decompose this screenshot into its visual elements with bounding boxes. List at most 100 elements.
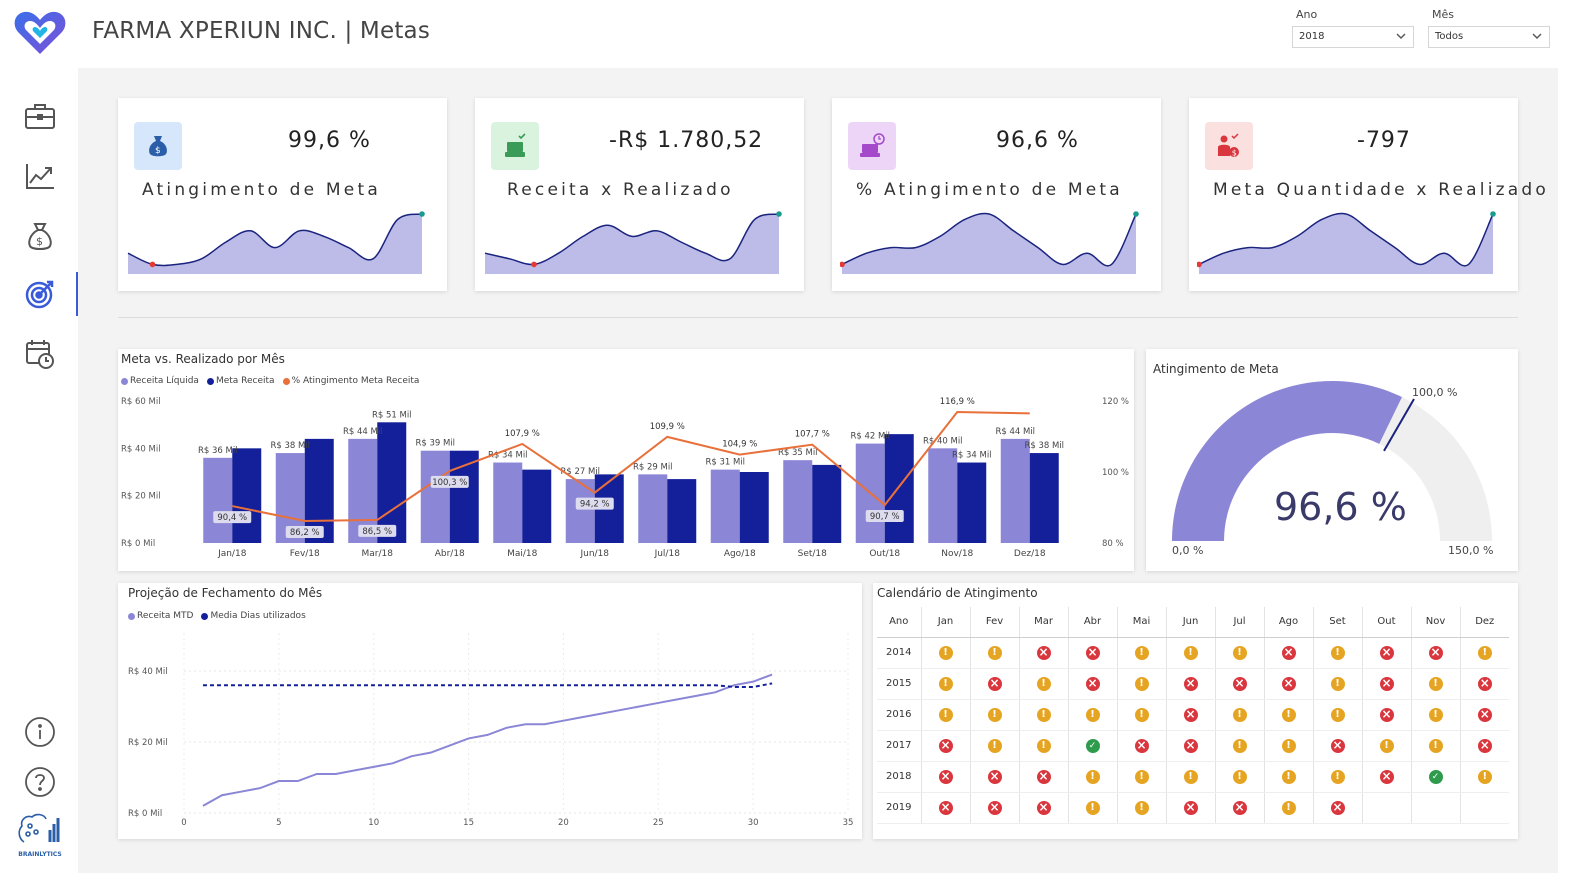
calendar-column-header: Abr xyxy=(1067,607,1117,638)
calendar-column-header: Ago xyxy=(1263,607,1313,638)
calendar-status-cell xyxy=(920,699,970,731)
warning-circle-icon xyxy=(1232,707,1247,722)
kpi-card-pct-atingimento[interactable]: 96,6 % % Atingimento de Meta xyxy=(832,98,1161,291)
calendar-column-header: Jan xyxy=(920,607,970,638)
calendar-status-cell xyxy=(1410,792,1460,824)
nav-calendar-clock[interactable] xyxy=(20,334,60,374)
cash-check-icon xyxy=(505,133,526,157)
x-circle-icon xyxy=(1085,676,1100,691)
gauge-value: 96,6 % xyxy=(1274,485,1407,529)
pct-label-bg xyxy=(358,524,397,537)
warning-circle-icon xyxy=(1281,800,1296,815)
x-axis-tick-label: Mai/18 xyxy=(507,549,538,559)
x-axis-tick-label: 35 xyxy=(843,818,854,828)
filter-ano-select[interactable]: 2018 xyxy=(1292,26,1414,48)
calendar-status-cell xyxy=(1459,730,1509,762)
filter-mes-select[interactable]: Todos xyxy=(1428,26,1550,48)
calendar-status-cell xyxy=(1116,761,1166,793)
y2-axis-tick-label: 100 % xyxy=(1102,468,1129,478)
chart-legend: Receita Líquida Meta Receita % Atingimen… xyxy=(121,376,423,386)
nav-money-bag[interactable]: $ xyxy=(20,216,60,256)
projection-card[interactable]: Projeção de Fechamento do Mês Receita MT… xyxy=(118,583,862,839)
calendar-status-cell xyxy=(920,792,970,824)
warning-circle-icon xyxy=(1232,738,1247,753)
warning-circle-icon xyxy=(1477,645,1492,660)
bar-receita xyxy=(420,450,450,543)
bar-value-label: R$ 36 Mil xyxy=(198,446,238,456)
x-axis-tick-label: Abr/18 xyxy=(435,549,465,559)
warning-circle-icon xyxy=(1330,645,1345,660)
warning-circle-icon xyxy=(1428,676,1443,691)
bar-receita xyxy=(1000,438,1030,543)
calendar-status-cell xyxy=(1459,699,1509,731)
calendar-status-cell xyxy=(1018,730,1068,762)
calendar-status-cell xyxy=(1410,730,1460,762)
bar-value-label: R$ 27 Mil xyxy=(560,467,600,477)
nav-help[interactable] xyxy=(20,762,60,802)
calendar-status-cell xyxy=(1214,637,1264,669)
warning-circle-icon xyxy=(1134,800,1149,815)
bar-value-label: R$ 44 Mil xyxy=(995,427,1035,437)
calendar-status-cell xyxy=(1067,699,1117,731)
sparkline-min-point xyxy=(149,261,156,268)
calendar-status-cell xyxy=(1067,637,1117,669)
x-axis-tick-label: Jul/18 xyxy=(654,549,681,559)
pct-value-label: 107,9 % xyxy=(505,429,540,439)
calendar-status-cell xyxy=(1263,637,1313,669)
x-circle-icon xyxy=(1183,707,1198,722)
kpi-card-atingimento[interactable]: $ 99,6 % Atingimento de Meta xyxy=(118,98,447,291)
calendar-status-cell xyxy=(1459,668,1509,700)
calendar-status-cell xyxy=(1361,668,1411,700)
calendar-status-cell xyxy=(1410,761,1460,793)
gauge-chart xyxy=(1172,380,1492,541)
bar-value-label: R$ 35 Mil xyxy=(778,448,818,458)
gauge-title: Atingimento de Meta xyxy=(1153,362,1279,376)
chart-title: Meta vs. Realizado por Mês xyxy=(121,352,285,366)
gauge-card[interactable]: Atingimento de Meta 96,6 % 100,0 % 0,0 %… xyxy=(1146,349,1518,571)
meta-vs-realizado-chart: R$ 60 Mil R$ 40 Mil R$ 20 Mil R$ 0 Mil 120 %… xyxy=(121,397,1129,559)
x-circle-icon xyxy=(1330,738,1345,753)
x-axis-tick-label: Fev/18 xyxy=(290,549,320,559)
nav-target[interactable] xyxy=(20,274,60,314)
bar-value-label: R$ 39 Mil xyxy=(415,439,455,449)
nav-briefcase[interactable] xyxy=(20,96,60,136)
warning-circle-icon xyxy=(1428,738,1443,753)
nav-line-chart[interactable] xyxy=(20,156,60,196)
x-circle-icon xyxy=(1036,769,1051,784)
kpi-icon-box xyxy=(848,122,896,170)
projection-legend: Receita MTD Media Dias utilizados xyxy=(128,611,310,621)
calendar-status-cell xyxy=(1116,699,1166,731)
calendar-status-cell xyxy=(969,699,1019,731)
calendar-status-cell xyxy=(920,668,970,700)
x-axis-tick-label: 5 xyxy=(276,818,281,828)
sparkline-min-point xyxy=(531,261,537,268)
meta-vs-realizado-card[interactable]: Meta vs. Realizado por Mês Receita Líqui… xyxy=(118,349,1134,571)
bar-meta xyxy=(1029,453,1059,543)
x-axis-tick-label: 0 xyxy=(181,818,186,828)
kpi-card-receita[interactable]: -R$ 1.780,52 Receita x Realizado xyxy=(475,98,804,291)
calendar-status-cell xyxy=(1018,792,1068,824)
nav-info[interactable] xyxy=(20,712,60,752)
calendar-card[interactable]: Calendário de Atingimento Ano Jan Fev Mar Ab… xyxy=(873,583,1518,839)
bar-value-label: R$ 42 Mil xyxy=(850,432,890,442)
warning-circle-icon xyxy=(1477,769,1492,784)
warning-circle-icon xyxy=(938,707,953,722)
bar-value-label: R$ 51 Mil xyxy=(372,410,412,420)
pct-value-label: 104,9 % xyxy=(722,440,757,450)
help-icon xyxy=(25,767,55,797)
x-circle-icon xyxy=(1232,800,1247,815)
legend-item-pct: % Atingimento Meta Receita xyxy=(282,376,420,386)
x-circle-icon xyxy=(1379,676,1394,691)
kpi-value: -797 xyxy=(1357,128,1411,153)
projection-title: Projeção de Fechamento do Mês xyxy=(128,586,323,600)
kpi-label: Meta Quantidade x Realizado xyxy=(1213,180,1549,200)
calendar-status-cell xyxy=(1410,637,1460,669)
x-circle-icon xyxy=(1232,676,1247,691)
warning-circle-icon xyxy=(1036,676,1051,691)
x-circle-icon xyxy=(1281,645,1296,660)
sidebar: $ BRAINLYTICS xyxy=(0,0,79,881)
warning-circle-icon xyxy=(1428,707,1443,722)
kpi-card-quantidade[interactable]: $ -797 Meta Quantidade x Realizado xyxy=(1189,98,1546,291)
legend-label: % Atingimento Meta Receita xyxy=(291,376,420,386)
warning-circle-icon xyxy=(987,738,1002,753)
